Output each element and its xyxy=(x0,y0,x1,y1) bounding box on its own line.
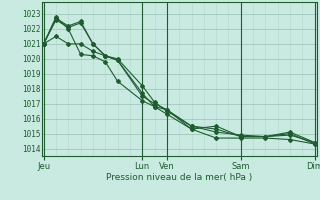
X-axis label: Pression niveau de la mer( hPa ): Pression niveau de la mer( hPa ) xyxy=(106,173,252,182)
